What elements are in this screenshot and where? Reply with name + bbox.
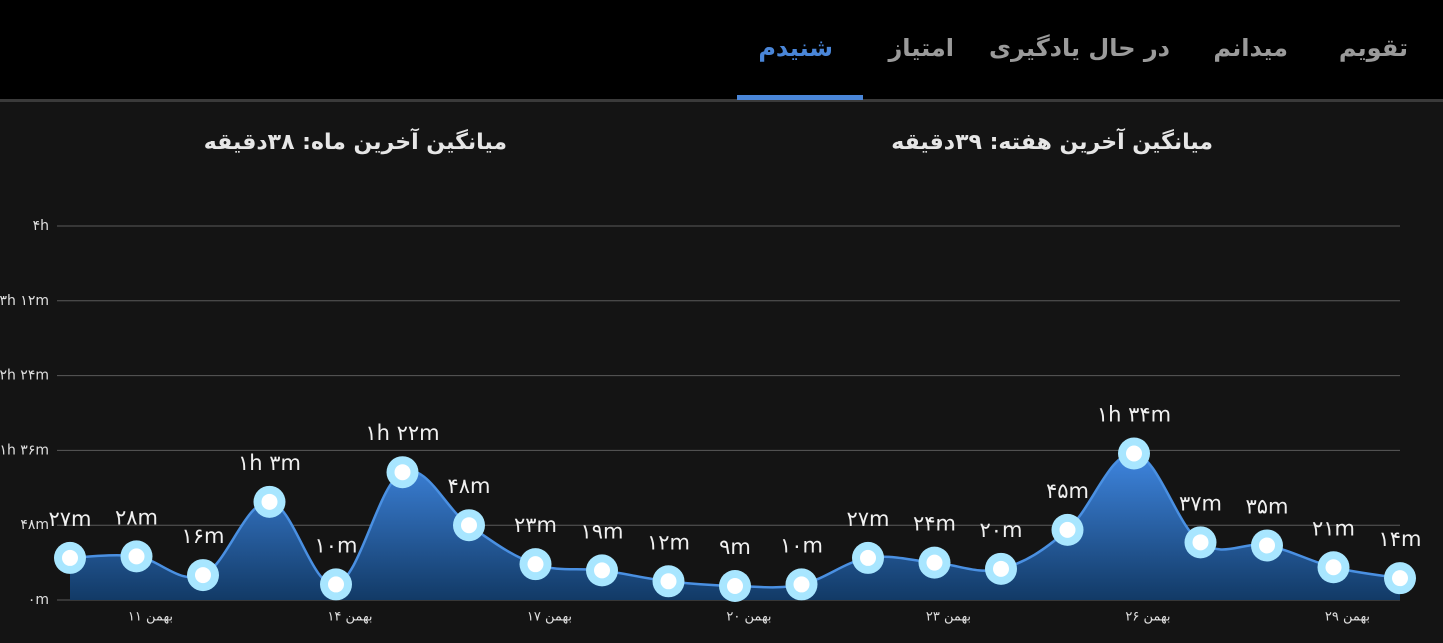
point-center: [926, 554, 943, 571]
value-label: ۱۹m: [580, 519, 623, 543]
tab-active[interactable]: شنیدم: [758, 34, 833, 62]
value-label: ۱۴m: [1378, 527, 1421, 551]
value-label: ۱h ۳m: [238, 451, 301, 475]
value-label: ۱۶m: [181, 524, 224, 548]
value-label: ۱۲m: [647, 530, 690, 554]
x-tick-label: ۲۳ بهمن: [926, 610, 971, 625]
y-tick-label: ۴h: [33, 218, 49, 234]
point-center: [62, 549, 78, 566]
y-tick-label: ۲h ۲۴m: [0, 368, 49, 384]
line: [69, 452, 1401, 589]
point-center: [195, 567, 211, 584]
y-tick-label: ۰m: [28, 592, 49, 608]
point-center: [527, 556, 544, 573]
point-center: [1325, 559, 1342, 576]
y-tick-label: ۱h ۳۶m: [0, 442, 49, 458]
x-tick-label: ۱۴ بهمن: [327, 610, 372, 625]
point-center: [860, 549, 876, 566]
area: [70, 453, 1400, 600]
point-center: [1192, 534, 1209, 551]
point-center: [993, 560, 1009, 577]
x-tick-label: ۱۱ بهمن: [128, 610, 173, 625]
value-label: ۹m: [719, 535, 751, 559]
value-label: ۲۷m: [48, 507, 91, 531]
y-tick-label: ۴۸m: [20, 517, 49, 533]
value-label: ۲۱m: [1312, 516, 1355, 540]
point-center: [594, 562, 610, 579]
point-center: [1392, 570, 1408, 587]
tab[interactable]: امتیاز: [888, 34, 954, 62]
value-label: ۲۰m: [979, 518, 1022, 542]
point-center: [1126, 445, 1142, 462]
month-average: میانگین آخرین ماه: ۳۸دقیقه: [203, 130, 507, 155]
tab[interactable]: میدانم: [1213, 34, 1288, 62]
value-label: ۱۰m: [780, 533, 823, 557]
tab-bar: تقویم میدانم در حال یادگیری امتیاز شنیدم: [0, 0, 1443, 102]
value-label: ۱۰m: [314, 533, 357, 557]
point-center: [128, 548, 145, 565]
value-label: ۴۵m: [1046, 479, 1089, 503]
value-label: ۳۷m: [1179, 491, 1222, 515]
tab-indicator: [737, 95, 863, 100]
point-center: [1059, 521, 1076, 538]
tab[interactable]: در حال یادگیری: [989, 34, 1170, 62]
value-label: ۲۸m: [115, 505, 158, 529]
point-center: [660, 573, 677, 590]
value-label: ۱h ۳۴m: [1097, 403, 1171, 427]
point-center: [394, 464, 411, 481]
point-center: [261, 493, 278, 510]
x-tick-label: ۲۹ بهمن: [1325, 610, 1370, 625]
value-label: ۲۷m: [846, 507, 889, 531]
value-label: ۳۵m: [1245, 494, 1288, 518]
x-tick-label: ۱۷ بهمن: [527, 610, 572, 625]
tab[interactable]: تقویم: [1338, 34, 1408, 62]
point-center: [727, 577, 743, 594]
y-tick-label: ۳h ۱۲m: [0, 293, 49, 309]
x-tick-label: ۲۰ بهمن: [726, 610, 771, 625]
x-tick-label: ۲۶ بهمن: [1125, 610, 1170, 625]
value-label: ۲۴m: [913, 512, 956, 536]
point-center: [328, 576, 344, 593]
value-label: ۱h ۲۲m: [365, 421, 439, 445]
point-center: [461, 517, 477, 534]
week-average: میانگین آخرین هفته: ۳۹دقیقه: [891, 130, 1213, 155]
value-label: ۴۸m: [447, 474, 490, 498]
point-center: [793, 576, 810, 593]
point-center: [1259, 537, 1275, 554]
value-label: ۲۳m: [514, 513, 557, 537]
